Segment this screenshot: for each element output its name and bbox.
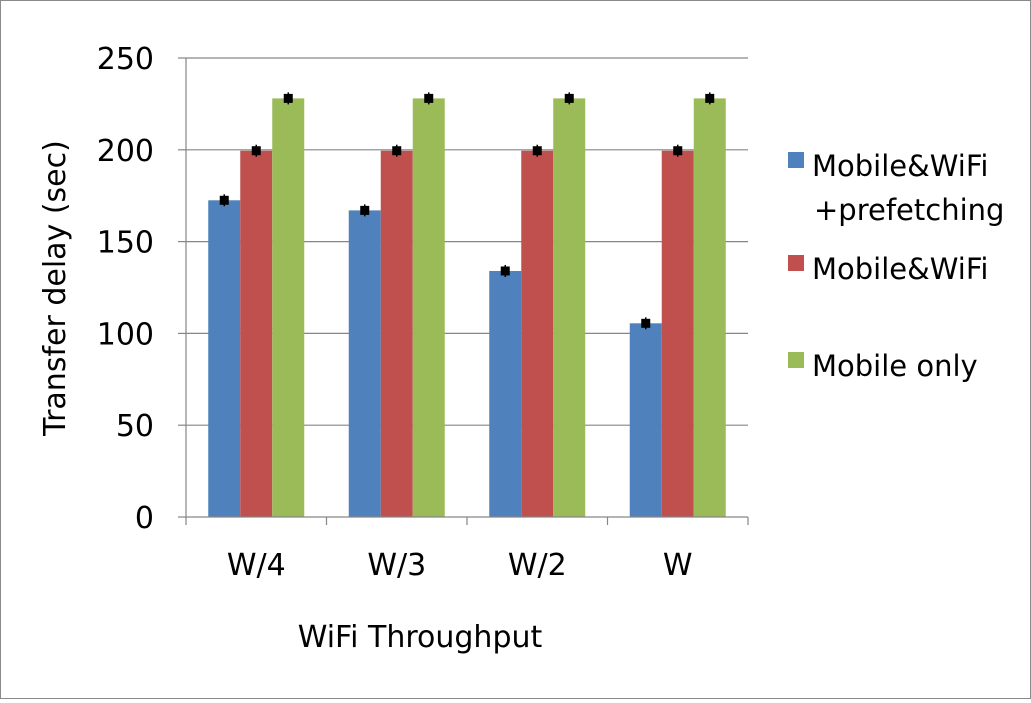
legend-label: +prefetching xyxy=(814,193,1004,227)
bar xyxy=(272,98,305,517)
legend-swatch xyxy=(788,152,804,168)
error-bar-marker xyxy=(500,266,510,276)
y-tick-label: 50 xyxy=(116,409,154,444)
error-bar-marker xyxy=(673,146,683,156)
y-tick-label: 250 xyxy=(97,42,154,77)
bar xyxy=(489,270,522,517)
y-tick-label: 0 xyxy=(135,501,154,536)
error-bar-marker xyxy=(532,146,542,156)
legend-label: Mobile&WiFi xyxy=(812,252,988,286)
legend-label: Mobile only xyxy=(812,349,978,383)
bar xyxy=(553,98,586,517)
y-tick-label: 150 xyxy=(97,226,154,261)
error-bar-marker xyxy=(424,93,434,103)
bar xyxy=(240,150,273,517)
error-bar-marker xyxy=(564,93,574,103)
bar xyxy=(693,98,726,517)
x-axis-title: WiFi Throughput xyxy=(298,620,543,655)
error-bar-marker xyxy=(641,318,651,328)
bar xyxy=(380,150,413,517)
bar xyxy=(412,98,445,517)
error-bar-marker xyxy=(251,146,261,156)
legend-label: Mobile&WiFi xyxy=(812,149,988,183)
bar xyxy=(629,323,662,517)
x-tick-label: W/2 xyxy=(508,548,567,583)
x-tick-label: W/3 xyxy=(367,548,426,583)
bars xyxy=(208,92,726,518)
legend-swatch xyxy=(788,352,804,368)
error-bar-marker xyxy=(705,93,715,103)
x-tick-label: W/4 xyxy=(227,548,286,583)
y-tick-label: 100 xyxy=(97,317,154,352)
legend: Mobile&WiFi +prefetching Mobile&WiFi Mobile… xyxy=(788,149,1004,383)
x-tick-label: W xyxy=(663,548,693,583)
error-bar-marker xyxy=(360,205,370,215)
bar xyxy=(208,200,241,518)
y-tick-label: 200 xyxy=(97,134,154,169)
error-bar-marker xyxy=(219,195,229,205)
bar xyxy=(348,210,381,517)
y-axis-title: Transfer delay (sec) xyxy=(38,140,73,437)
legend-swatch xyxy=(788,255,804,271)
bar xyxy=(521,150,554,517)
error-bar-marker xyxy=(283,93,293,103)
error-bar-marker xyxy=(392,146,402,156)
bar xyxy=(661,150,694,517)
axes: 0 50 100 150 200 250 W/4 W/3 W/2 W xyxy=(97,42,749,583)
